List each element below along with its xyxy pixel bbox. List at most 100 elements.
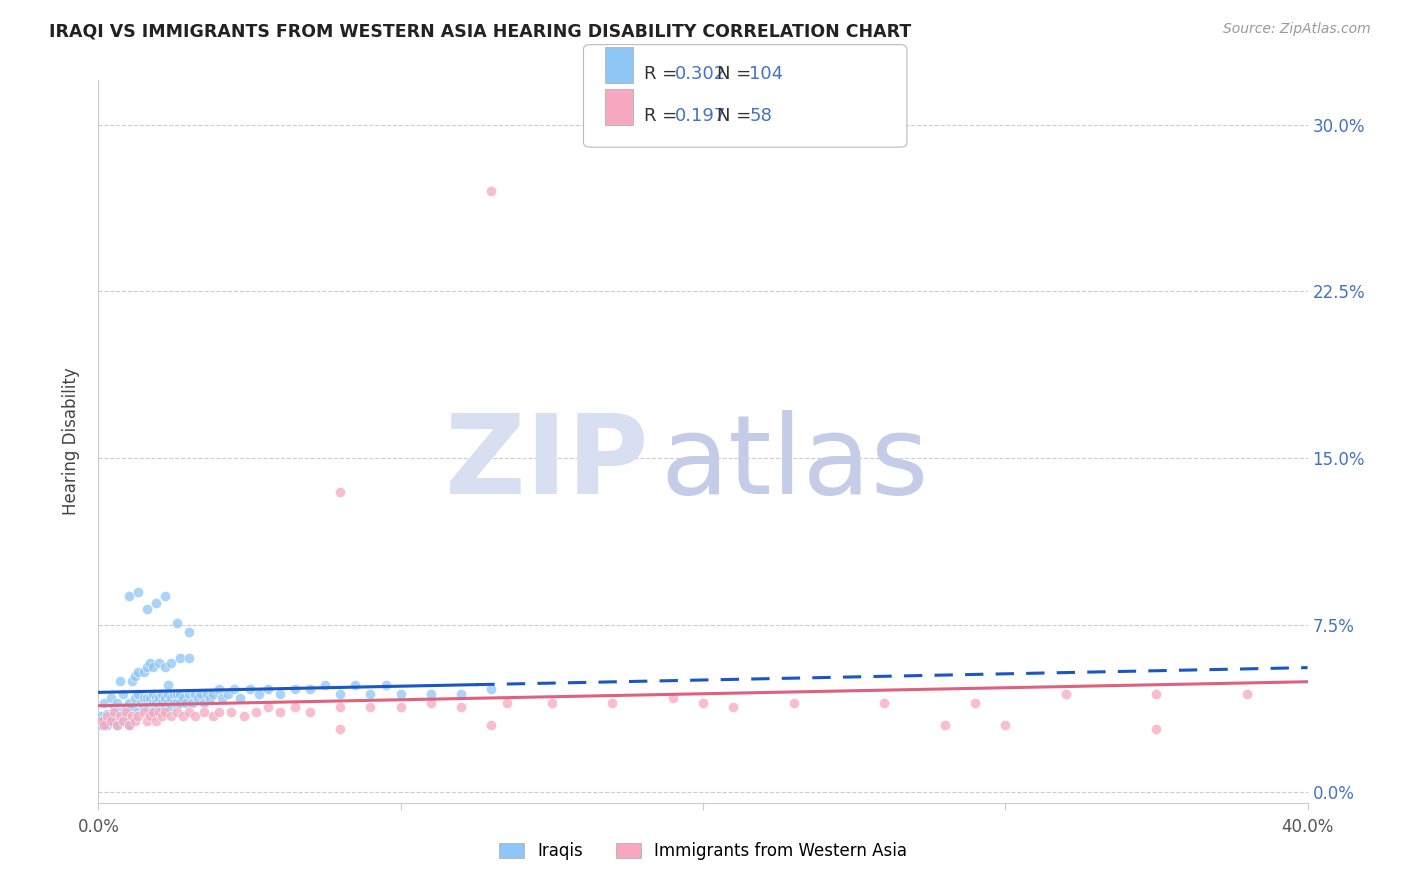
Point [145, 691, 167, 706]
Point [139, 705, 162, 719]
Point [111, 714, 134, 728]
Point [135, 660, 157, 674]
Point [135, 714, 157, 728]
Point [160, 709, 183, 723]
Point [208, 705, 231, 719]
Point [450, 700, 472, 714]
Point [145, 696, 167, 710]
Point [108, 673, 131, 688]
Point [139, 656, 162, 670]
Point [153, 691, 176, 706]
Text: Source: ZipAtlas.com: Source: ZipAtlas.com [1223, 22, 1371, 37]
Point [723, 700, 745, 714]
Point [150, 687, 173, 701]
Point [174, 696, 197, 710]
Point [103, 714, 125, 728]
Point [179, 687, 201, 701]
Point [121, 673, 143, 688]
Text: 58: 58 [749, 107, 772, 125]
Point [148, 705, 170, 719]
Legend: Iraqis, Immigrants from Western Asia: Iraqis, Immigrants from Western Asia [492, 836, 914, 867]
Point [224, 682, 246, 697]
Point [329, 687, 352, 701]
Point [602, 696, 624, 710]
Point [93, 714, 115, 728]
Text: R =: R = [644, 65, 683, 83]
Point [221, 705, 243, 719]
Point [692, 696, 714, 710]
Point [172, 691, 194, 706]
Point [150, 696, 173, 710]
Point [156, 687, 179, 701]
Point [142, 696, 165, 710]
Y-axis label: Hearing Disability: Hearing Disability [62, 368, 80, 516]
Point [160, 691, 183, 706]
Point [179, 705, 201, 719]
Point [105, 718, 128, 732]
Point [124, 669, 146, 683]
Point [360, 700, 382, 714]
Point [118, 589, 141, 603]
Point [118, 718, 141, 732]
Point [135, 602, 157, 616]
Point [100, 709, 122, 723]
Point [169, 696, 191, 710]
Point [172, 709, 194, 723]
Point [187, 691, 209, 706]
Point [284, 682, 307, 697]
Point [135, 700, 157, 714]
Point [145, 596, 167, 610]
Point [208, 682, 231, 697]
Point [495, 696, 517, 710]
Point [481, 718, 503, 732]
Point [127, 584, 149, 599]
Point [121, 709, 143, 723]
Point [156, 696, 179, 710]
Point [245, 705, 267, 719]
Point [217, 687, 239, 701]
Point [232, 709, 254, 723]
Point [142, 687, 165, 701]
Point [202, 687, 225, 701]
Point [195, 687, 218, 701]
Point [132, 665, 155, 679]
Point [166, 696, 188, 710]
Point [108, 705, 131, 719]
Point [160, 700, 183, 714]
Point [661, 691, 683, 706]
Point [127, 687, 149, 701]
Point [166, 615, 188, 630]
Point [111, 687, 134, 701]
Point [132, 700, 155, 714]
Point [121, 700, 143, 714]
Point [127, 705, 149, 719]
Point [93, 696, 115, 710]
Point [873, 696, 896, 710]
Point [211, 691, 233, 706]
Point [374, 678, 396, 692]
Point [360, 687, 382, 701]
Point [269, 687, 291, 701]
Point [105, 696, 128, 710]
Point [148, 691, 170, 706]
Point [142, 705, 165, 719]
Point [190, 687, 212, 701]
Text: 0.197: 0.197 [675, 107, 727, 125]
Text: N =: N = [717, 107, 756, 125]
Point [127, 709, 149, 723]
Point [142, 705, 165, 719]
Point [389, 700, 412, 714]
Point [239, 682, 262, 697]
Point [135, 691, 157, 706]
Point [153, 705, 176, 719]
Point [90, 709, 112, 723]
Point [169, 651, 191, 665]
Point [481, 185, 503, 199]
Point [994, 718, 1017, 732]
Point [200, 691, 222, 706]
Point [169, 687, 191, 701]
Point [202, 709, 225, 723]
Point [160, 656, 183, 670]
Point [284, 700, 307, 714]
Point [127, 665, 149, 679]
